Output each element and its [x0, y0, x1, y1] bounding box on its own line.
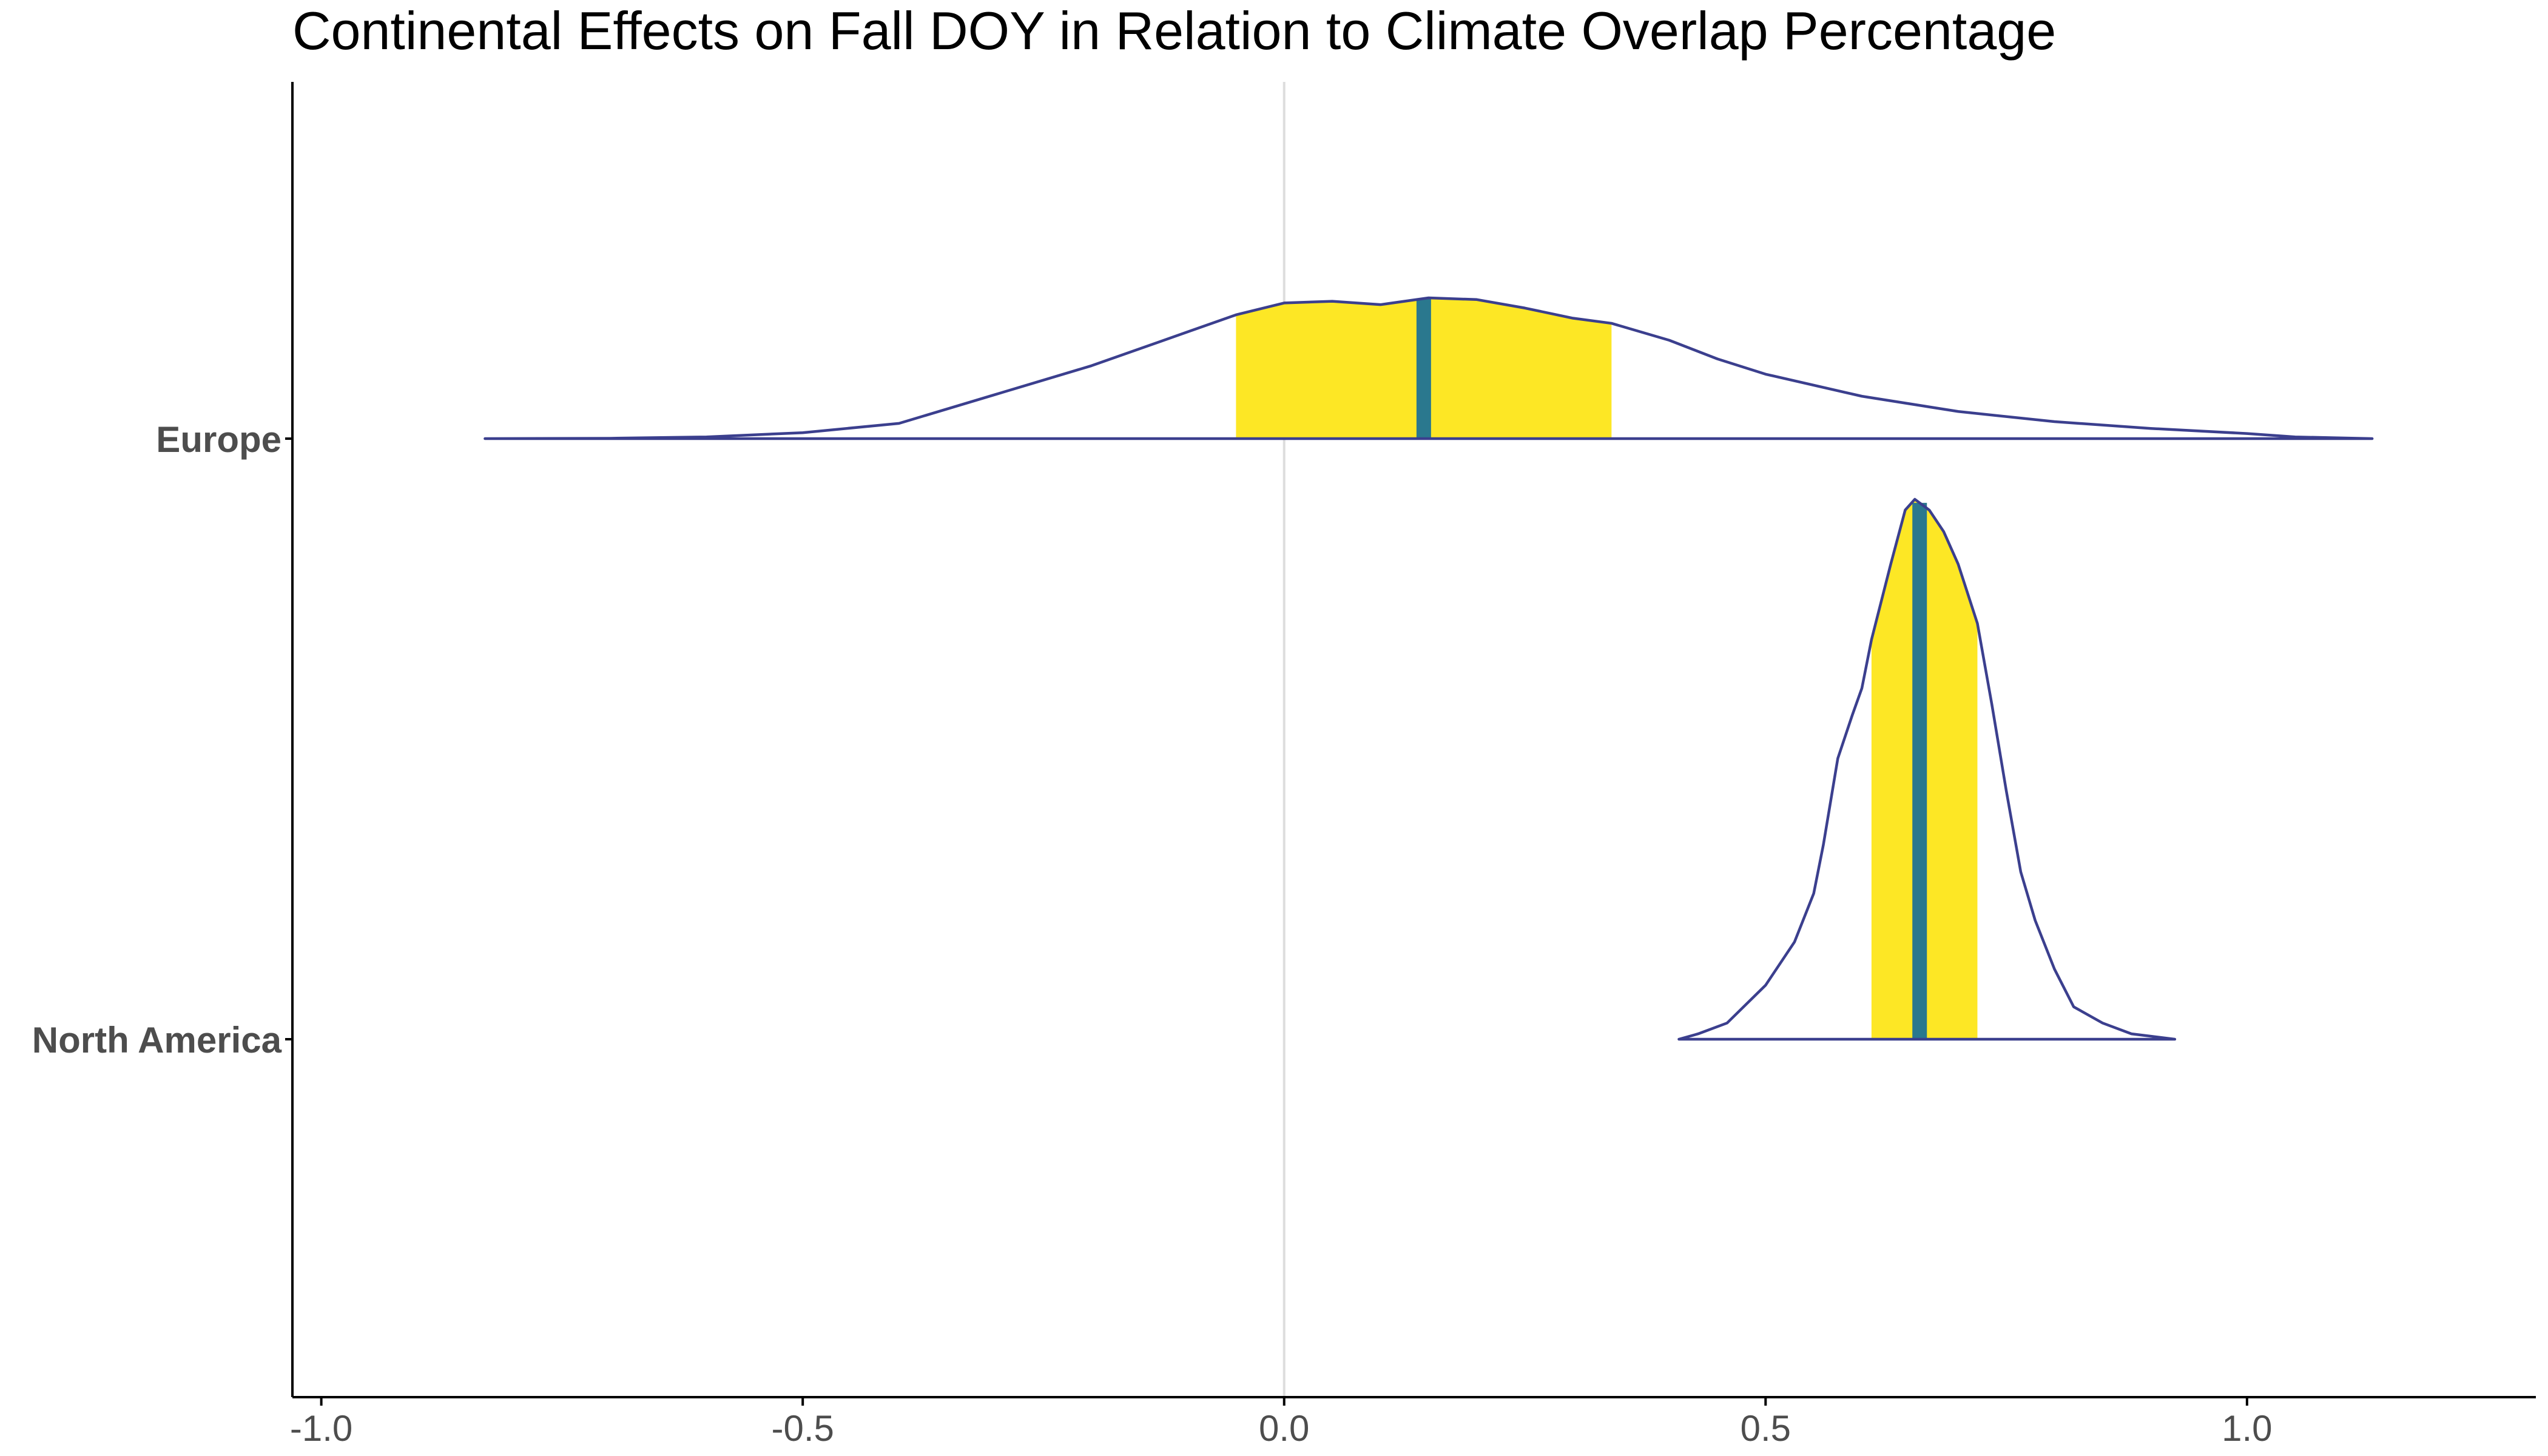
x-tick-label: 0.0 [1259, 1408, 1309, 1449]
x-tick-label: 1.0 [2222, 1408, 2272, 1449]
europe-y-tick-label: Europe [156, 419, 281, 460]
x-tick-label: 0.5 [1741, 1408, 1791, 1449]
chart-title: Continental Effects on Fall DOY in Relat… [292, 1, 2057, 61]
north-america-y-tick-label: North America [32, 1020, 282, 1060]
europe-density-curve [484, 296, 2374, 440]
x-tick-label: -0.5 [771, 1408, 834, 1449]
north-america-density-curve [1677, 497, 2177, 1041]
x-tick-label: -1.0 [290, 1408, 352, 1449]
